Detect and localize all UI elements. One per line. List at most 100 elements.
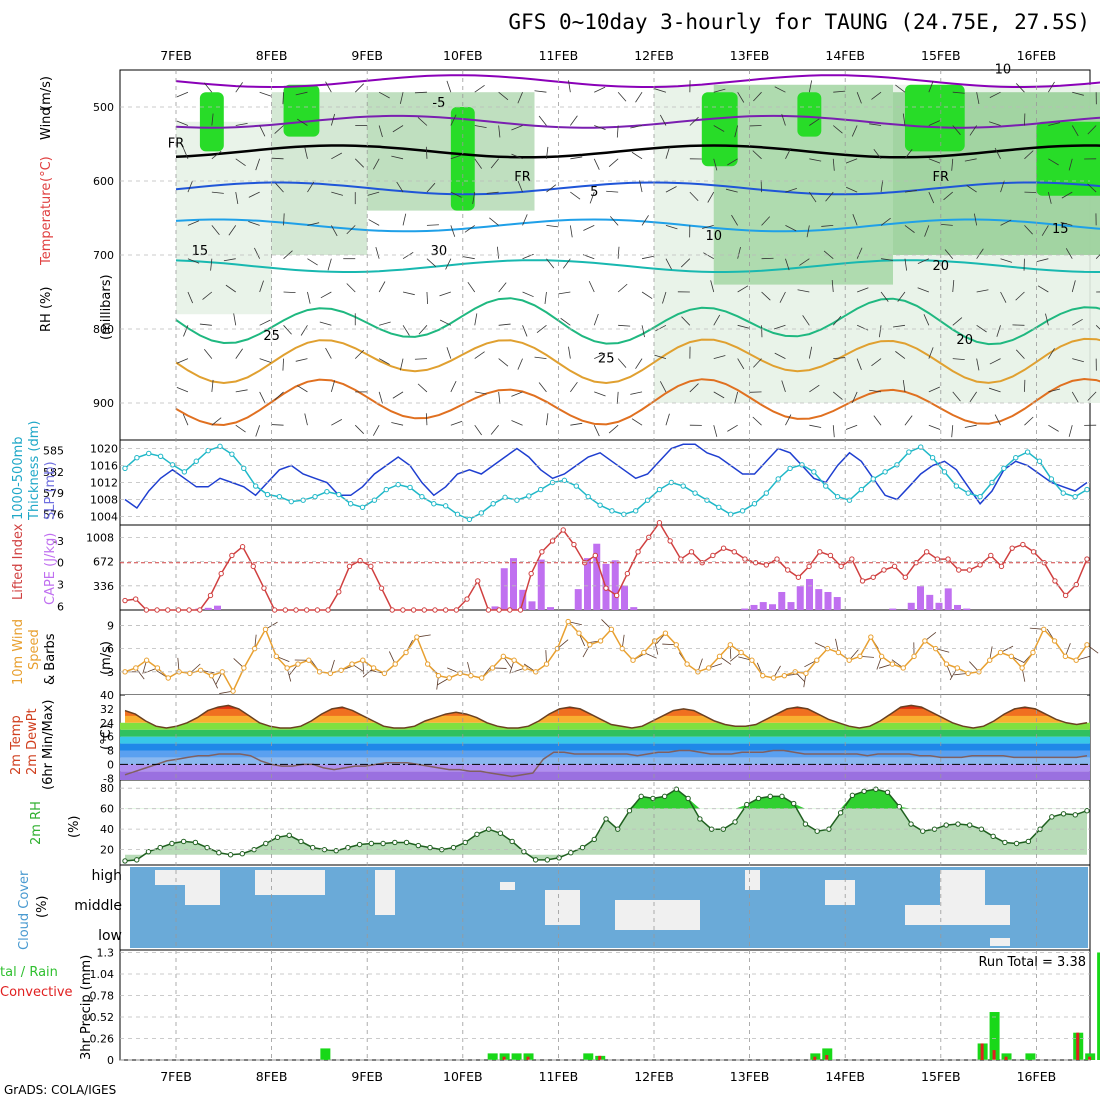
temp-warm-area xyxy=(125,705,1087,723)
wind-barb xyxy=(372,425,380,436)
wind-speed-series-point xyxy=(965,670,971,677)
contour-label: -5 xyxy=(432,96,445,111)
rh-series-point xyxy=(896,803,902,810)
wind-barb xyxy=(320,291,332,299)
x-tick-label-top: 7FEB xyxy=(160,48,192,63)
x-tick-label-top: 14FEB xyxy=(825,48,865,63)
precip-tick-label: 0.26 xyxy=(90,1032,115,1045)
wind-speed-series-point xyxy=(327,670,334,677)
wind-speed-series-point xyxy=(662,630,669,636)
wind-barb xyxy=(546,146,549,159)
wind-barb xyxy=(331,419,343,426)
wind-barb xyxy=(952,391,961,402)
isotherm-line xyxy=(175,337,1100,385)
wind-barb xyxy=(474,391,487,395)
wind-barb xyxy=(774,86,786,93)
wind-barb xyxy=(880,258,893,261)
thickness-series-point xyxy=(371,497,378,503)
wind-barb xyxy=(467,281,476,293)
wind-barb xyxy=(1060,221,1073,226)
cape-bar xyxy=(750,604,758,610)
wind-speed-series-point xyxy=(587,642,593,648)
lifted-index-series-point xyxy=(132,596,139,602)
wind-barb xyxy=(737,324,750,329)
rh-series-point xyxy=(216,850,222,856)
wind-barb xyxy=(799,258,810,266)
wind-barb xyxy=(472,192,476,204)
wind-label-2: Speed xyxy=(27,629,42,670)
thickness-series-point xyxy=(585,493,591,500)
wind-barb xyxy=(969,391,977,403)
wind-barb xyxy=(713,125,725,132)
wind-barb xyxy=(522,291,534,298)
thickness-series-point xyxy=(169,462,176,468)
precip-conv-bar xyxy=(992,1050,996,1060)
rh-series-point xyxy=(591,836,597,843)
li-tick-label: 0 xyxy=(57,557,64,570)
wind-barb xyxy=(944,249,954,259)
wind-barb xyxy=(211,113,214,126)
wind-barb xyxy=(641,215,649,226)
wind-barb xyxy=(283,213,285,226)
lifted-index-series-point xyxy=(849,556,855,562)
wind-barb xyxy=(426,258,437,268)
wind-barb xyxy=(734,391,739,404)
x-tick-label-top: 9FEB xyxy=(351,48,383,63)
chart-marks: -10-5-5FRFRFRFR5510151520202025252530305… xyxy=(120,63,1100,1060)
wind-barb xyxy=(300,325,308,336)
thickness-series-point xyxy=(217,443,223,450)
wind-barb xyxy=(354,158,365,168)
wind-speed-series-point xyxy=(435,672,442,679)
wind-barb xyxy=(282,92,284,105)
lifted-index-series-point xyxy=(143,607,150,613)
cape-bar xyxy=(963,608,971,610)
wind-barb xyxy=(235,348,243,359)
wind-barb xyxy=(713,88,726,93)
cloud-block xyxy=(500,882,515,890)
wind-barb xyxy=(211,191,224,194)
wind-barb xyxy=(1095,254,1100,259)
lifted-index-series-point xyxy=(785,567,791,573)
wind-barb xyxy=(594,353,606,359)
wind-barb xyxy=(295,358,308,362)
cape-bar xyxy=(500,568,508,610)
lifted-index-series-point xyxy=(378,585,385,591)
lifted-index-series-point xyxy=(336,589,342,595)
wind-speed-series-point xyxy=(284,665,290,671)
thickness-series-point xyxy=(573,483,580,489)
wind-barb xyxy=(211,150,222,160)
precip-bar xyxy=(583,1053,594,1060)
wind-barb xyxy=(367,191,380,196)
wind-speed-series-point xyxy=(403,649,409,656)
x-tick-label-top: 11FEB xyxy=(539,48,579,63)
wind-barb xyxy=(522,214,528,226)
rh-tick-label: 40 xyxy=(100,823,114,836)
lifted-index-series-point xyxy=(998,563,1005,570)
rh-series-point xyxy=(908,821,914,827)
rh-series-point xyxy=(509,838,515,845)
wind-barb xyxy=(713,425,718,437)
lifted-index-series-point xyxy=(314,607,321,613)
lifted-index-series-point xyxy=(881,567,887,573)
thickness-series-point xyxy=(656,486,663,493)
lifted-index-series-point xyxy=(592,552,599,559)
rh-series-point xyxy=(474,831,480,837)
wind-barb xyxy=(734,125,739,138)
isotherm-line xyxy=(175,74,1100,89)
wind-speed-series-point xyxy=(673,642,679,648)
wind-barb xyxy=(593,425,600,437)
wind-barb xyxy=(583,225,595,231)
precip-tick-label: 1.3 xyxy=(97,946,115,959)
wind-barb xyxy=(1024,225,1033,235)
wind-barb xyxy=(211,379,214,392)
thickness-series-point xyxy=(941,469,948,475)
thickness-series-point xyxy=(312,493,318,500)
thickness-series-point xyxy=(276,493,283,500)
wind-barb xyxy=(259,319,271,326)
thickness-series-point xyxy=(953,483,960,489)
wind-barb xyxy=(713,314,721,326)
thickness-series-point xyxy=(870,476,876,482)
wind-barb xyxy=(259,280,264,293)
wind-barb xyxy=(594,391,606,397)
wind-barb xyxy=(498,282,507,293)
